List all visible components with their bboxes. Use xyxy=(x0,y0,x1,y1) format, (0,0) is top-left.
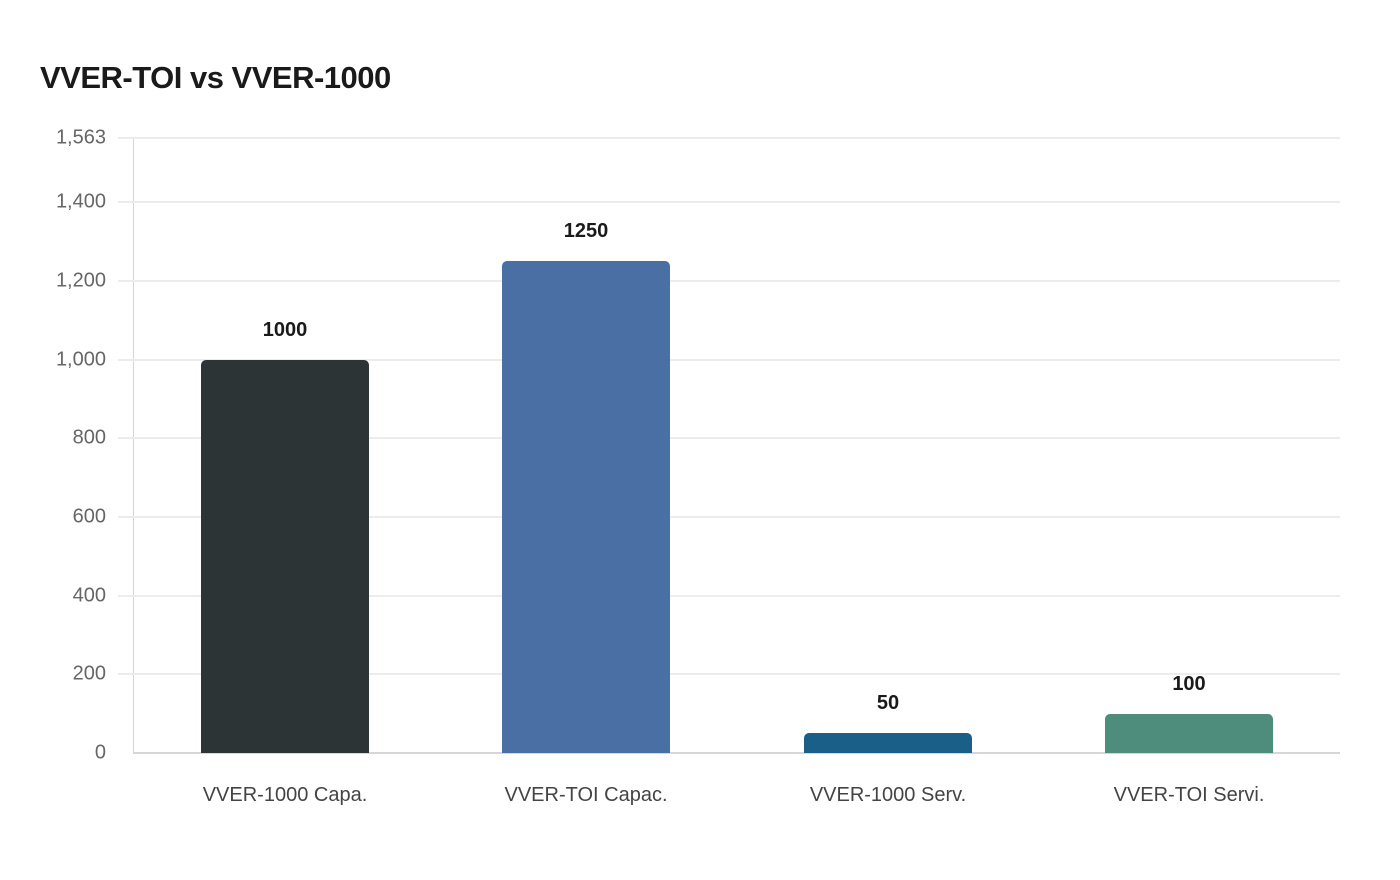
x-tick-label: VVER-1000 Capa. xyxy=(202,784,368,806)
gridline xyxy=(118,137,1340,139)
x-tick-label: VVER-TOI Capac. xyxy=(504,784,668,806)
chart-title: VVER-TOI vs VVER-1000 xyxy=(40,60,391,95)
x-axis-line xyxy=(133,752,1340,754)
bar-value-label: 1000 xyxy=(262,318,308,341)
x-tick-label: VVER-TOI Servi. xyxy=(1113,784,1265,806)
bar[interactable] xyxy=(502,261,670,753)
bar-value-label: 50 xyxy=(876,692,900,715)
gridline xyxy=(118,515,1340,518)
gridline xyxy=(118,358,1340,361)
gridline xyxy=(118,594,1340,597)
y-tick-label: 600 xyxy=(72,505,106,528)
gridline xyxy=(118,201,1340,204)
gridline xyxy=(118,673,1340,676)
y-tick-label: 1,200 xyxy=(55,269,106,292)
y-tick-label: 1,400 xyxy=(55,190,106,213)
x-tick-label: VVER-1000 Serv. xyxy=(809,784,967,806)
bar[interactable] xyxy=(1105,713,1273,753)
y-tick-label: 1,000 xyxy=(55,348,106,371)
y-tick-label: 200 xyxy=(72,662,106,685)
gridline xyxy=(118,279,1340,282)
bar[interactable] xyxy=(804,733,972,753)
y-tick-label: 800 xyxy=(72,426,106,449)
bar-value-label: 1250 xyxy=(563,220,609,243)
y-tick-label: 1,563 xyxy=(55,126,106,149)
gridline xyxy=(118,437,1340,440)
bar-value-label: 100 xyxy=(1172,672,1206,695)
bar[interactable] xyxy=(201,359,369,753)
y-axis-line xyxy=(133,138,134,754)
y-tick-label: 0 xyxy=(94,741,106,764)
y-tick-label: 400 xyxy=(72,584,106,607)
